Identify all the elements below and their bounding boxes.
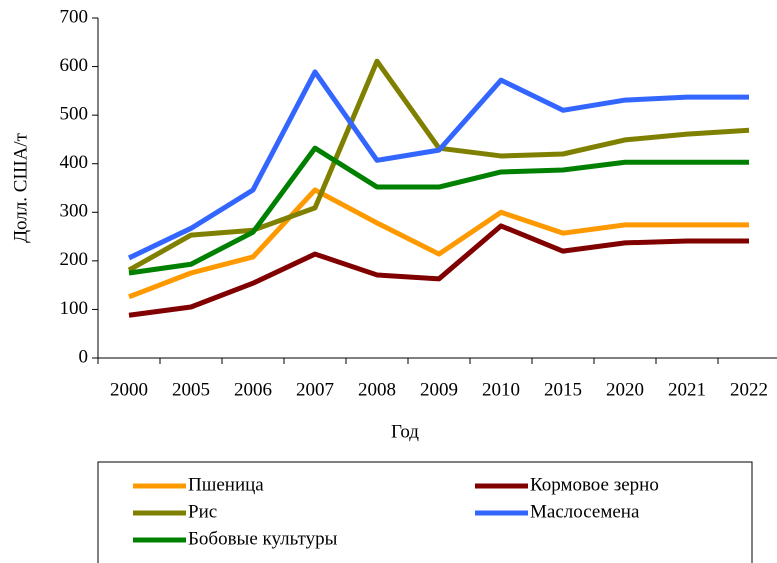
x-tick-label: 2005 [172,379,210,400]
legend-label: Кормовое зерно [530,474,659,495]
legend-label: Бобовые культуры [188,528,338,549]
x-tick-label: 2000 [110,379,148,400]
y-tick-label: 100 [60,298,89,319]
legend-box [97,461,753,563]
y-axis-label: Долл. США/т [10,132,31,243]
x-tick-label: 2015 [544,379,582,400]
x-tick-label: 2006 [234,379,272,400]
y-tick-label: 400 [60,152,89,173]
series-line [128,223,749,318]
series-line [128,145,749,276]
y-tick-label: 0 [79,346,89,367]
legend-label: Пшеница [188,474,264,495]
series-line [128,187,749,300]
y-tick-label: 200 [60,249,89,270]
y-tick-label: 600 [60,55,89,76]
x-tick-label: 2020 [606,379,644,400]
x-tick-label: 2007 [296,379,334,400]
series-line [127,58,750,273]
x-tick-label: 2021 [668,379,706,400]
legend-label: Маслосемена [530,501,640,522]
series-line [127,69,749,261]
y-tick-label: 300 [60,201,89,222]
x-axis-label: Год [391,421,419,442]
y-tick-label: 700 [60,6,89,27]
x-tick-label: 2008 [358,379,396,400]
y-tick-label: 500 [60,104,89,125]
legend-label: Рис [188,501,217,522]
x-tick-label: 2010 [482,379,520,400]
x-tick-label: 2009 [420,379,458,400]
x-tick-label: 2022 [730,379,768,400]
